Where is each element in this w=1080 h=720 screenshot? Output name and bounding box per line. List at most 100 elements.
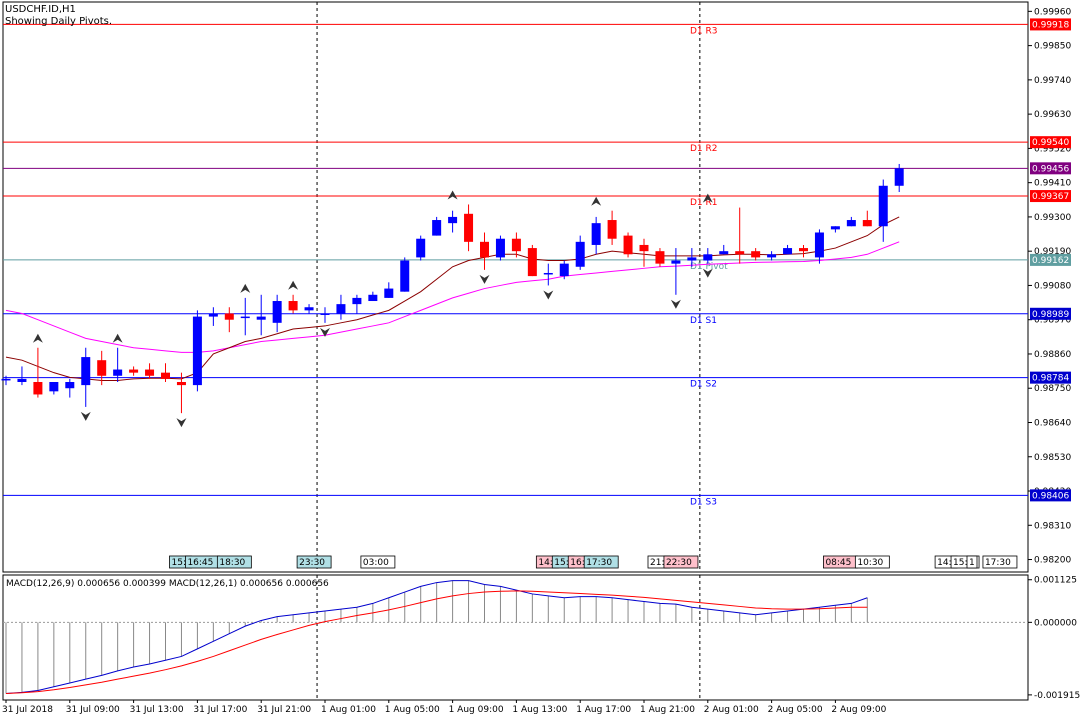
candle-body — [527, 248, 537, 277]
session-tag-text: 15: — [172, 558, 186, 568]
fractal-up-arrow — [240, 283, 251, 293]
session-tag-text: 23:30 — [299, 558, 325, 568]
price-tag-text: 0.98989 — [1032, 310, 1069, 320]
fractal-down-arrow — [543, 290, 554, 300]
time-tick-label: 31 Jul 17:00 — [193, 705, 247, 715]
time-tick-label: 31 Jul 09:00 — [66, 705, 120, 715]
session-tag-box — [296, 555, 332, 569]
price-tick-label: 0.98640 — [1034, 418, 1071, 428]
symbol-label: USDCHF.ID,H1 — [5, 4, 76, 15]
session-tag-text: 15:3 — [953, 558, 973, 568]
candle-body — [113, 369, 123, 376]
price-tick-label: 0.99740 — [1034, 76, 1071, 86]
price-tag-box — [1030, 162, 1071, 175]
candle-body — [65, 382, 75, 389]
candle-body — [49, 382, 59, 392]
candle-body — [591, 223, 601, 245]
candle-body — [607, 220, 617, 239]
price-tick-label: 0.99410 — [1034, 179, 1071, 189]
session-tag-text: 16: — [570, 558, 584, 568]
candle-body — [464, 213, 474, 242]
candle-body — [830, 226, 840, 230]
candle-body — [208, 313, 218, 317]
price-tick-label: 0.99960 — [1034, 7, 1071, 17]
candle-body — [33, 382, 43, 395]
ma-slow-line — [5, 241, 900, 353]
session-tag-text: 21: — [650, 558, 664, 568]
price-tag-box — [1030, 307, 1071, 320]
candle-body — [894, 168, 904, 186]
price-tag-text: 0.99918 — [1032, 20, 1069, 30]
session-tag-box — [663, 555, 699, 569]
price-tag-text: 0.99540 — [1032, 138, 1069, 148]
session-tag-text: 16:45 — [187, 558, 213, 568]
time-tick-label: 2 Aug 09:00 — [831, 705, 886, 715]
candle-body — [192, 316, 202, 386]
price-tag-text: 0.98784 — [1032, 374, 1069, 384]
session-tag-box — [854, 555, 890, 569]
fractal-up-arrow — [112, 333, 123, 343]
candle-body — [671, 260, 681, 264]
candle-body — [655, 251, 665, 264]
macd-line — [5, 580, 868, 695]
candle-body — [783, 248, 793, 255]
session-tag-box — [360, 555, 396, 569]
candle-body — [575, 241, 585, 267]
price-tag-box — [1030, 18, 1071, 31]
candle-body — [81, 357, 91, 386]
session-tag-text: 18:30 — [219, 558, 245, 568]
pivot-note: Showing Daily Pivots. — [5, 16, 113, 27]
session-tag-text: 22:30 — [666, 558, 692, 568]
macd-panel-frame — [2, 574, 1029, 701]
price-tick-label: 0.99190 — [1034, 247, 1071, 257]
candle-body — [384, 288, 394, 298]
candle-body — [448, 216, 458, 224]
candle-body — [256, 316, 266, 320]
fractal-down-arrow — [320, 327, 330, 337]
candle-body — [400, 260, 410, 292]
candle-body — [703, 254, 713, 261]
candle-body — [336, 304, 346, 314]
candle-body — [129, 369, 139, 373]
macd-label: MACD(12,26,9) 0.000656 0.000399 MACD(12,… — [6, 579, 329, 589]
price-tick-label: 0.99520 — [1034, 144, 1071, 154]
price-tag-text: 0.99367 — [1032, 192, 1069, 202]
price-tick-label: 0.99080 — [1034, 281, 1071, 291]
fractal-down-arrow — [176, 418, 187, 428]
time-tick-label: 2 Aug 01:00 — [704, 705, 759, 715]
candle-body — [878, 185, 888, 227]
time-tick-label: 2 Aug 05:00 — [768, 705, 823, 715]
candle-body — [735, 251, 745, 255]
candle-body — [480, 241, 489, 258]
price-tick-label: 0.98750 — [1034, 384, 1071, 394]
fractal-up-arrow — [591, 196, 602, 206]
price-tick-label: 0.98200 — [1034, 556, 1071, 566]
fractal-up-arrow — [32, 333, 43, 343]
session-tag-text: 08:45 — [825, 558, 851, 568]
candle-body — [799, 248, 808, 252]
price-tag-text: 0.99456 — [1032, 164, 1069, 174]
candle-body — [687, 257, 697, 261]
price-tag-box — [1030, 489, 1071, 502]
session-tag-box — [583, 555, 619, 569]
price-tag-box — [1030, 253, 1071, 266]
ma-fast-line — [5, 216, 900, 381]
candle-body — [352, 297, 362, 305]
candle-body — [846, 220, 856, 227]
fractal-up-arrow — [702, 193, 713, 203]
candle-body — [623, 235, 633, 255]
time-tick-label: 1 Aug 05:00 — [385, 705, 440, 715]
pivot-level-label: D1 S2 — [690, 380, 717, 390]
price-tick-label: 0.99300 — [1034, 213, 1071, 223]
candle-body — [224, 313, 234, 320]
price-tick-label: 0.98860 — [1034, 350, 1071, 360]
candle-body — [1, 378, 11, 381]
candle-body — [320, 313, 330, 315]
macd-tick-label: 0.000000 — [1034, 618, 1077, 628]
candle-body — [416, 238, 426, 258]
candle-body — [862, 220, 872, 227]
candle-body — [97, 360, 107, 376]
candle-body — [176, 382, 186, 386]
pivot-level-label: D1 S1 — [690, 316, 717, 326]
session-tag-text: 10:30 — [857, 558, 883, 568]
